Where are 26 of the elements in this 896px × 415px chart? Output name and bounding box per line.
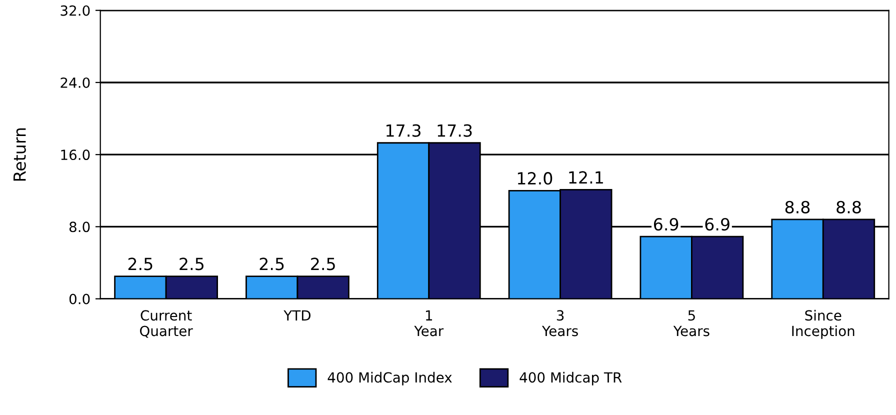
x-tick-label: Current Quarter xyxy=(140,310,193,338)
y-tick-label: 32.0 xyxy=(60,5,90,16)
x-tick-label: YTD xyxy=(284,310,310,320)
y-tick-label: 8.0 xyxy=(69,222,90,232)
x-tick-label: 5 Years xyxy=(673,310,710,336)
data-label: 2.5 xyxy=(260,258,284,270)
data-label: 2.5 xyxy=(180,258,204,270)
y-tick-label: 16.0 xyxy=(61,150,90,160)
data-label: 8.8 xyxy=(785,200,810,214)
legend-label: 400 MidCap Index xyxy=(328,372,452,386)
x-tick-label: 1 Year xyxy=(414,310,444,336)
data-label: 2.5 xyxy=(311,258,335,270)
y-tick-label: 24.0 xyxy=(60,77,90,88)
data-label: 2.5 xyxy=(128,258,152,270)
data-label: 6.9 xyxy=(654,218,678,231)
data-label: 6.9 xyxy=(705,218,730,231)
x-tick-label: 3 Years xyxy=(542,310,578,336)
data-label: 17.3 xyxy=(438,124,472,137)
y-tick-label: 0.0 xyxy=(69,294,90,304)
data-label: 8.8 xyxy=(836,200,861,214)
data-label: 12.0 xyxy=(518,172,552,185)
data-label: 17.3 xyxy=(386,124,420,137)
y-axis-title: Return xyxy=(14,128,26,181)
data-label: 12.1 xyxy=(569,171,603,184)
legend-label: 400 Midcap TR xyxy=(520,372,622,386)
x-tick-label: Since Inception xyxy=(792,310,854,339)
